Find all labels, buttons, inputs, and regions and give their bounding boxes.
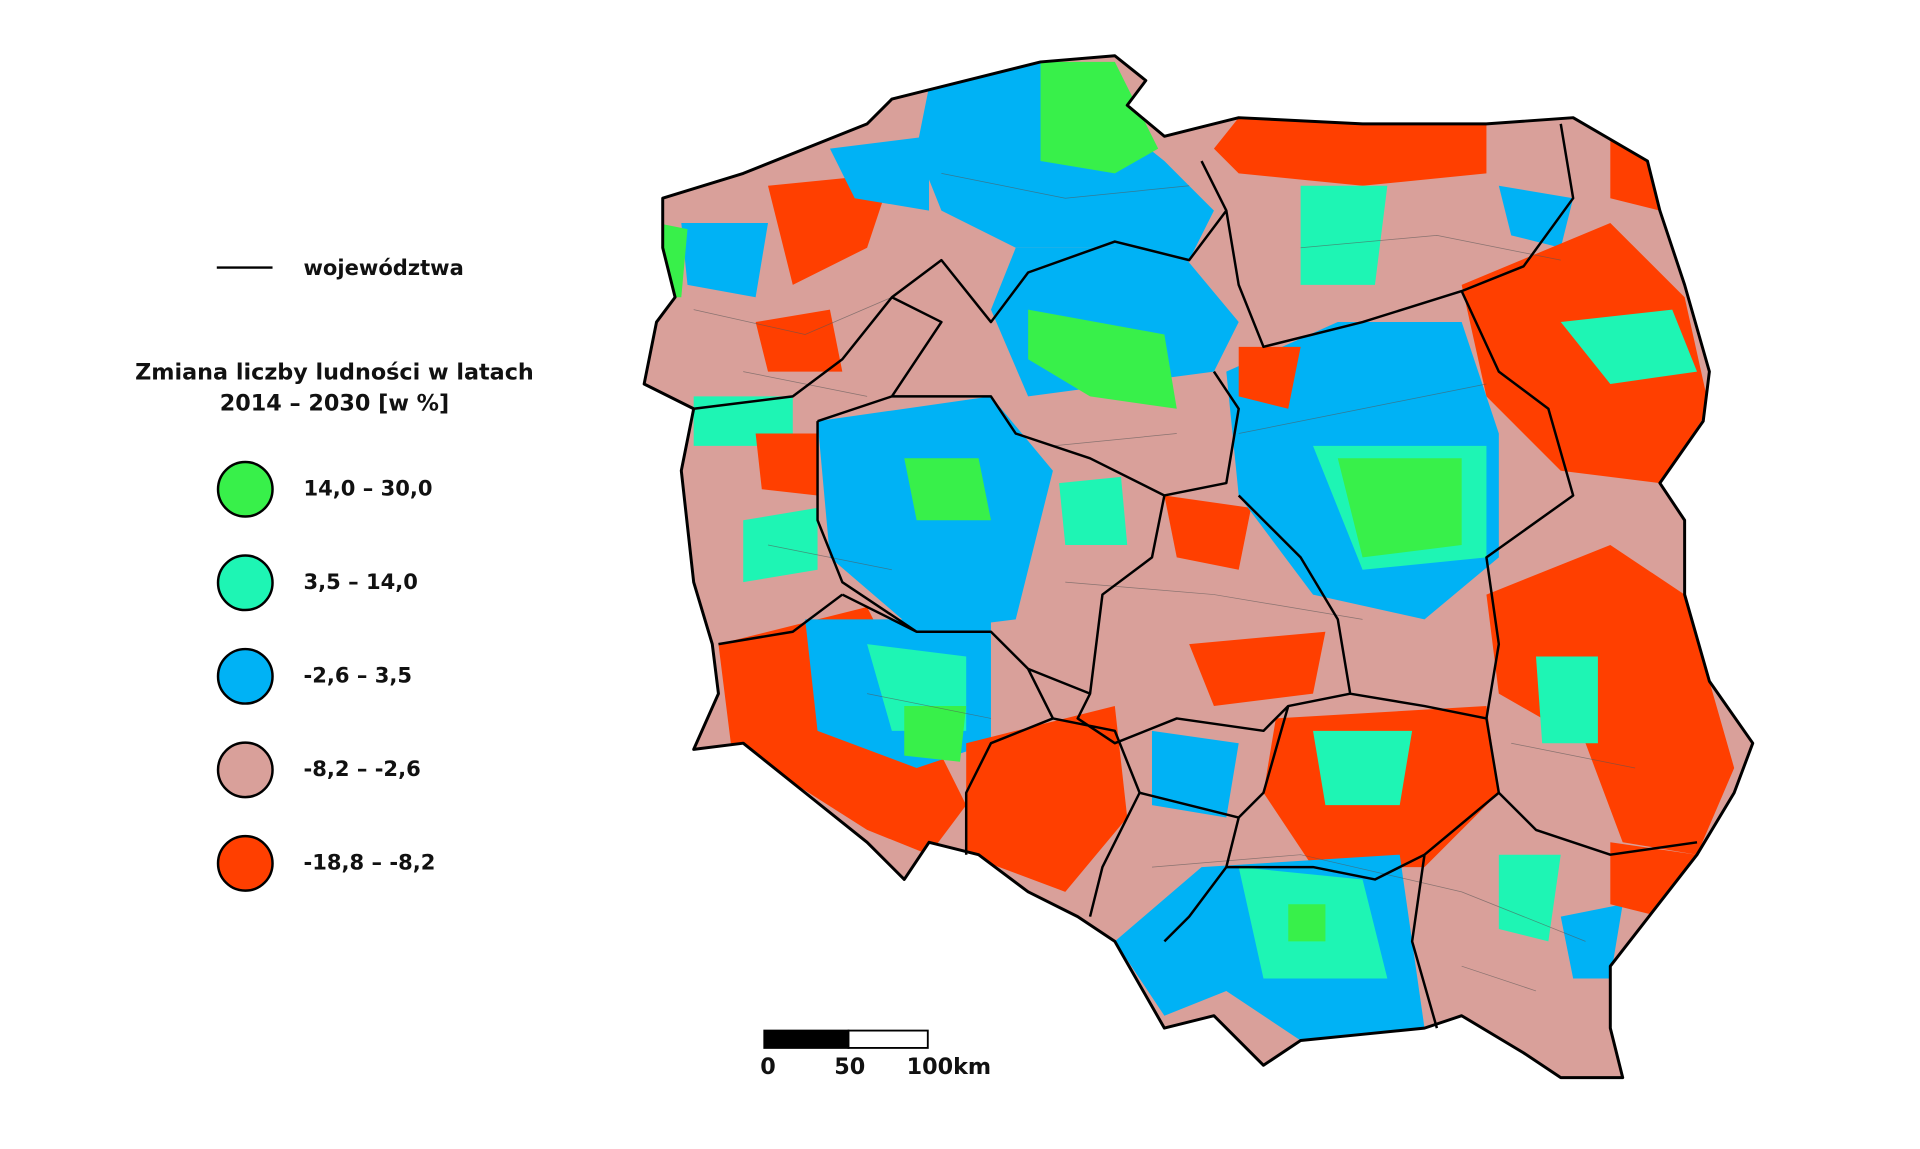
legend-swatch [216,554,274,612]
municipality-borders [693,173,1636,992]
legend-swatch [216,741,274,799]
region [1498,185,1574,248]
legend-label: -2,6 – 3,5 [303,662,411,687]
region [1498,854,1561,942]
scale-label: 100km [907,1054,992,1080]
legend-swatch [216,834,274,892]
region [768,173,892,285]
scale-label: 0 [760,1054,776,1080]
region [743,507,818,583]
legend-title: Zmiana liczby ludności w latach [135,359,534,385]
region [1610,123,1660,211]
legend-title: 2014 – 2030 [w %] [220,390,449,416]
region [829,136,930,211]
population-change-regions [644,55,1753,1078]
region [1059,476,1128,546]
region [1610,842,1698,917]
region [1238,346,1301,409]
scale-bar: 0 50 100km [760,1029,992,1080]
region [904,458,991,521]
region [1486,545,1735,855]
legend-label: -8,2 – -2,6 [303,756,420,781]
legend-label: 14,0 – 30,0 [303,475,432,500]
region [904,706,967,762]
region [1288,904,1326,942]
region [1300,185,1388,285]
legend-swatch [216,460,274,518]
region [1337,458,1462,558]
legend-label: -18,8 – -8,2 [303,849,435,874]
region [1560,309,1698,384]
region [1313,730,1413,806]
legend-label: 3,5 – 14,0 [303,569,417,594]
scale-segment [847,1029,929,1049]
region [966,706,1128,892]
legend-swatch [216,647,274,705]
scale-label: 50 [834,1054,865,1080]
scale-segment [763,1029,850,1049]
region [755,433,818,496]
voivodeship-borders [693,123,1698,1029]
region [1189,631,1326,707]
region [1560,904,1623,979]
region [755,309,843,372]
region [1151,730,1239,818]
legend: województwa Zmiana liczby ludności w lat… [135,255,534,892]
region [1535,656,1598,744]
region [681,222,769,298]
boundary-legend-label: województwa [303,255,463,280]
region [1028,309,1177,409]
region [1164,495,1252,570]
region [1213,117,1487,186]
